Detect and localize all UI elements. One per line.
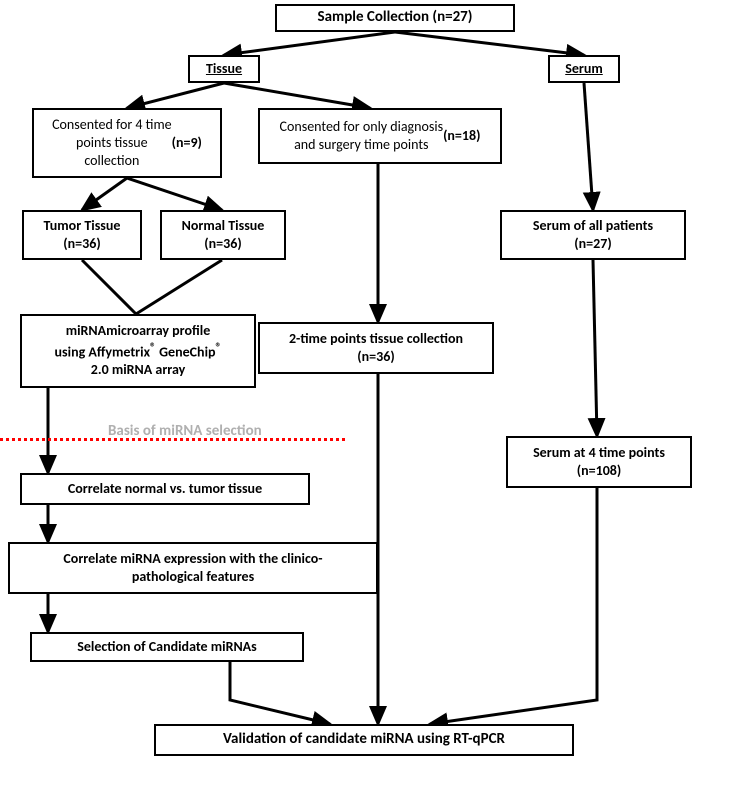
node-n10: 2-time points tissue collection(n=36): [258, 322, 494, 374]
arrow: [136, 260, 222, 314]
node-n5: Consented for only diagnosisand surgery …: [258, 108, 502, 164]
arrow: [593, 260, 597, 436]
node-n15: Validation of candidate miRNA using RT-q…: [154, 724, 574, 756]
arrow: [82, 178, 127, 210]
arrow: [224, 83, 370, 108]
arrow: [395, 32, 584, 55]
node-n2: Tissue: [188, 55, 260, 83]
node-n4: Consented for 4 timepoints tissuecollect…: [32, 108, 222, 178]
arrow: [430, 488, 597, 724]
node-n1: Sample Collection (n=27): [275, 4, 515, 32]
node-n3: Serum: [548, 55, 620, 83]
node-n6: Tumor Tissue(n=36): [22, 210, 142, 260]
node-n11: Serum at 4 time points(n=108): [506, 436, 692, 488]
node-n13: Correlate miRNA expression with the clin…: [8, 542, 378, 594]
node-n14: Selection of Candidate miRNAs: [30, 632, 304, 662]
arrow: [82, 260, 136, 314]
arrow: [230, 662, 330, 724]
arrow: [224, 32, 395, 55]
node-n12: Correlate normal vs. tumor tissue: [20, 473, 310, 505]
node-n9: miRNAmicroarray profileusing Affymetrix®…: [20, 314, 256, 388]
arrow: [584, 83, 593, 210]
node-n8: Serum of all patients(n=27): [500, 210, 686, 260]
node-n7: Normal Tissue(n=36): [160, 210, 286, 260]
arrow: [127, 83, 224, 108]
section-label: Basis of miRNA selection: [108, 422, 262, 440]
arrow: [127, 178, 222, 210]
